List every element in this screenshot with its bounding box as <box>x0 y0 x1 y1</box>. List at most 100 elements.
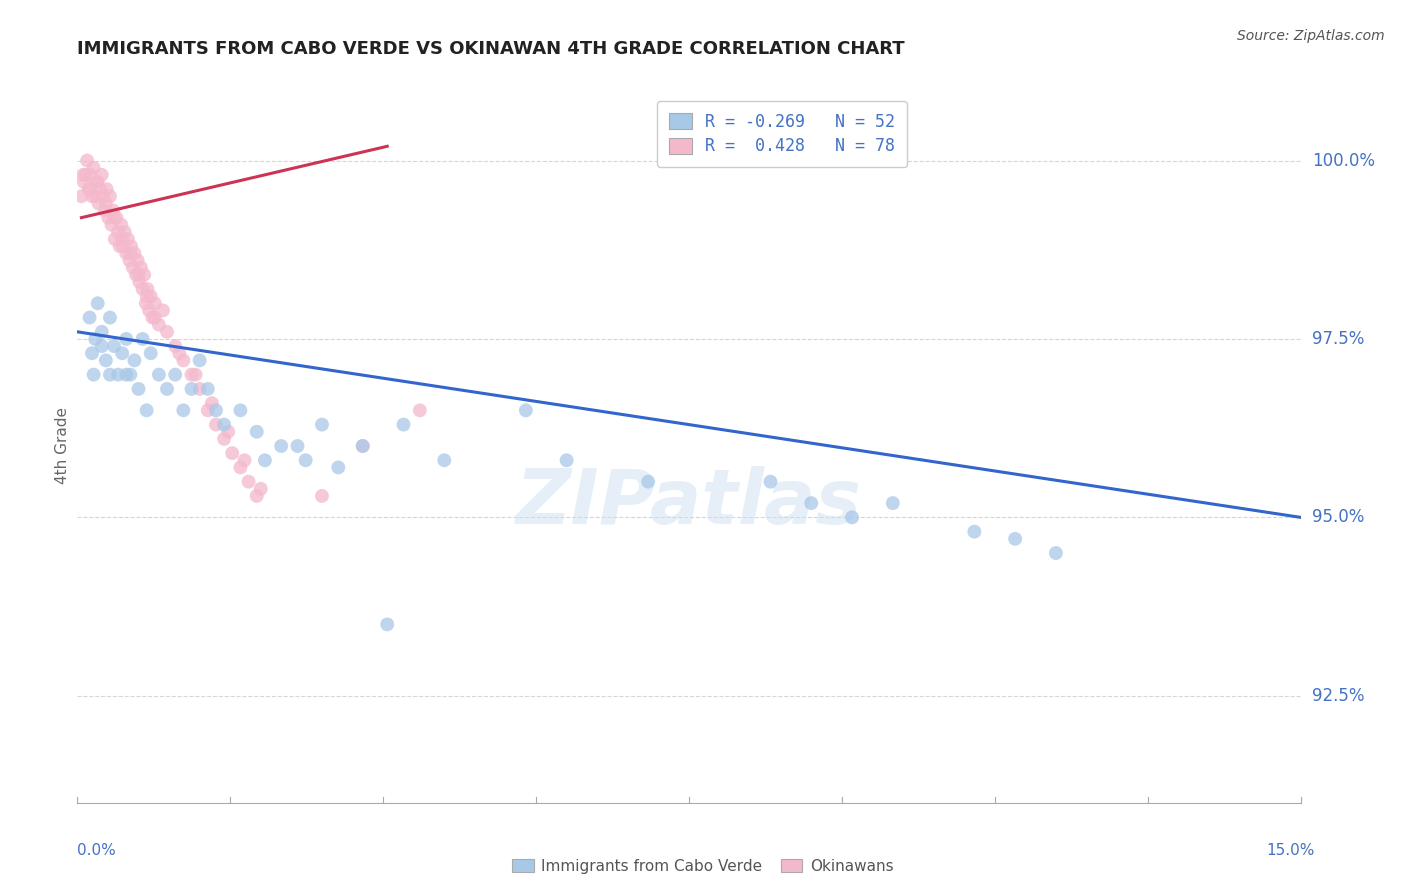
Point <box>148 368 170 382</box>
Point <box>76 153 98 168</box>
Point <box>375 617 398 632</box>
Point <box>127 253 149 268</box>
Text: 92.5%: 92.5% <box>1312 687 1364 705</box>
Point <box>963 524 986 539</box>
Point <box>143 310 166 325</box>
Point <box>77 182 100 196</box>
Point <box>94 203 117 218</box>
Text: 95.0%: 95.0% <box>1312 508 1364 526</box>
Point <box>135 403 157 417</box>
Point <box>120 239 142 253</box>
Point <box>152 303 174 318</box>
Point <box>97 211 120 225</box>
Point <box>129 260 152 275</box>
Point <box>287 439 309 453</box>
Point <box>637 475 659 489</box>
Point <box>105 211 128 225</box>
Point <box>246 489 269 503</box>
Point <box>148 318 170 332</box>
Point <box>352 439 374 453</box>
Text: 97.5%: 97.5% <box>1312 330 1364 348</box>
Point <box>759 475 782 489</box>
Point <box>111 239 134 253</box>
Point <box>89 182 111 196</box>
Point <box>433 453 456 467</box>
Point <box>188 353 211 368</box>
Point <box>555 453 578 467</box>
Point <box>1004 532 1026 546</box>
Point <box>311 417 333 432</box>
Point <box>120 368 142 382</box>
Point <box>72 168 94 182</box>
Point <box>86 175 108 189</box>
Point <box>188 382 211 396</box>
Point <box>246 425 269 439</box>
Point <box>124 353 146 368</box>
Point <box>184 368 207 382</box>
Point <box>98 310 121 325</box>
Point <box>73 175 96 189</box>
Point <box>103 339 125 353</box>
Point <box>135 289 157 303</box>
Point <box>135 296 157 310</box>
Point <box>253 453 276 467</box>
Point <box>172 353 194 368</box>
Point <box>180 382 202 396</box>
Point <box>197 382 219 396</box>
Point <box>156 325 179 339</box>
Point <box>165 339 187 353</box>
Legend: R = -0.269   N = 52, R =  0.428   N = 78: R = -0.269 N = 52, R = 0.428 N = 78 <box>657 101 907 167</box>
Point <box>121 260 143 275</box>
Point <box>800 496 823 510</box>
Point <box>221 446 243 460</box>
Point <box>79 168 101 182</box>
Point <box>87 175 110 189</box>
Point <box>841 510 863 524</box>
Point <box>108 239 131 253</box>
Point <box>111 346 134 360</box>
Point <box>83 161 105 175</box>
Point <box>90 325 112 339</box>
Point <box>115 246 138 260</box>
Point <box>125 268 148 282</box>
Point <box>100 218 122 232</box>
Point <box>70 189 93 203</box>
Point <box>139 346 162 360</box>
Point <box>882 496 904 510</box>
Point <box>124 246 146 260</box>
Point <box>103 203 125 218</box>
Point <box>201 396 224 410</box>
Point <box>165 368 187 382</box>
Point <box>143 296 166 310</box>
Point <box>197 403 219 417</box>
Text: IMMIGRANTS FROM CABO VERDE VS OKINAWAN 4TH GRADE CORRELATION CHART: IMMIGRANTS FROM CABO VERDE VS OKINAWAN 4… <box>77 40 905 58</box>
Point <box>205 403 228 417</box>
Point <box>515 403 537 417</box>
Legend: Immigrants from Cabo Verde, Okinawans: Immigrants from Cabo Verde, Okinawans <box>506 853 900 880</box>
Point <box>1045 546 1067 560</box>
Point <box>111 232 134 246</box>
Point <box>131 332 153 346</box>
Point <box>128 275 150 289</box>
Point <box>139 289 162 303</box>
Point <box>84 189 107 203</box>
Text: Source: ZipAtlas.com: Source: ZipAtlas.com <box>1237 29 1385 43</box>
Point <box>98 368 121 382</box>
Point <box>107 225 129 239</box>
Point <box>80 346 103 360</box>
Point <box>90 168 112 182</box>
Point <box>134 268 156 282</box>
Point <box>127 382 149 396</box>
Point <box>96 182 118 196</box>
Y-axis label: 4th Grade: 4th Grade <box>55 408 70 484</box>
Point <box>392 417 415 432</box>
Point <box>311 489 333 503</box>
Point <box>169 346 191 360</box>
Point <box>141 310 163 325</box>
Text: 100.0%: 100.0% <box>1312 152 1375 169</box>
Point <box>87 196 110 211</box>
Point <box>104 232 127 246</box>
Point <box>250 482 273 496</box>
Point <box>98 189 121 203</box>
Point <box>103 211 125 225</box>
